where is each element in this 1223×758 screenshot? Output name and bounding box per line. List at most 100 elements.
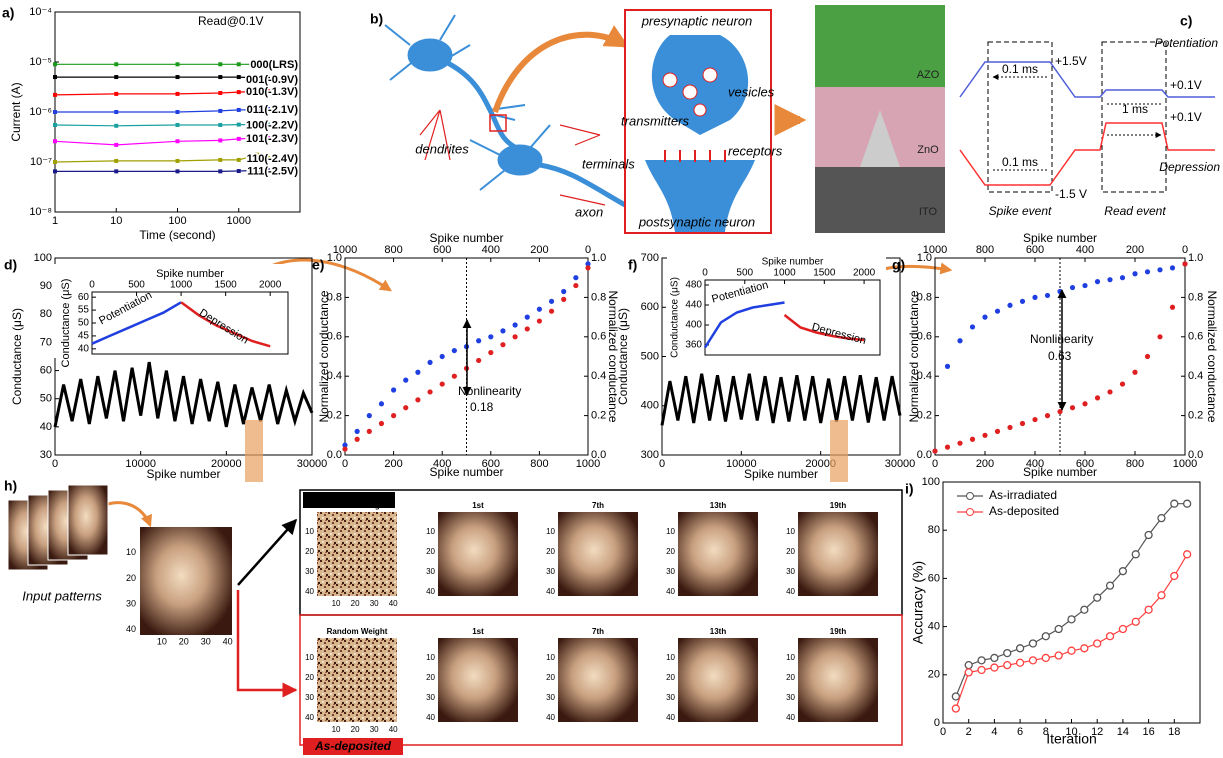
- point: [237, 62, 241, 66]
- x-tick-label: 0: [342, 458, 348, 470]
- axon-path: [430, 55, 520, 150]
- point: [237, 169, 241, 173]
- x-tick-label: 0: [659, 458, 665, 470]
- panel-label: f): [628, 257, 637, 273]
- point: [53, 123, 57, 127]
- group-label: As-deposited: [314, 739, 392, 753]
- series-line: [55, 138, 268, 145]
- y-tick-label: 10⁻⁶: [29, 106, 52, 118]
- series-line: [956, 554, 1187, 708]
- y-tick-label: 300: [641, 449, 659, 461]
- y-axis-label: Normalized conductance: [907, 290, 921, 422]
- point: [1132, 271, 1137, 276]
- y-tick-label: 400: [641, 400, 659, 412]
- point: [488, 334, 493, 339]
- legend-marker: [967, 509, 974, 516]
- point: [1068, 647, 1075, 654]
- x-tick-label: 4: [991, 726, 997, 738]
- y-axis-label: Conductance (μS): [670, 277, 681, 358]
- figure: 110100100010⁻⁸10⁻⁷10⁻⁶10⁻⁵10⁻⁴Time (seco…: [0, 0, 1223, 758]
- y-tick-label: 60: [78, 292, 90, 303]
- image-title: 1st: [472, 501, 484, 510]
- y-tick-label: 70: [40, 336, 52, 348]
- point: [1045, 413, 1050, 418]
- waveform-label: 0.1 ms: [1002, 155, 1038, 169]
- point: [176, 139, 180, 143]
- y-tick-label: 55: [78, 305, 90, 316]
- point: [391, 387, 396, 392]
- pattern-image: [558, 512, 638, 596]
- legend-marker: [967, 493, 974, 500]
- series-line: [55, 125, 268, 126]
- point: [452, 374, 457, 379]
- image-title: 13th: [710, 627, 727, 636]
- point: [1132, 370, 1137, 375]
- pattern-image: [140, 527, 232, 635]
- diagram-label: ZnO: [917, 144, 939, 156]
- point: [237, 158, 241, 162]
- y2-tick-label: 0.6: [591, 331, 606, 343]
- x-axis-label: Spike number: [762, 257, 824, 268]
- point: [965, 669, 972, 676]
- tick-label: 10: [126, 547, 136, 557]
- point: [1107, 389, 1112, 394]
- image-title: 7th: [592, 501, 604, 510]
- y-tick-label: 40: [928, 621, 940, 633]
- y-axis-label: Conductance (μS): [10, 308, 24, 405]
- image-title: 19th: [830, 627, 847, 636]
- point: [440, 381, 445, 386]
- tick-label: 10: [157, 636, 167, 646]
- point: [549, 309, 554, 314]
- tick-label: 30: [546, 693, 555, 702]
- point: [1055, 626, 1062, 633]
- group-label: As-irradiated: [311, 492, 387, 506]
- point: [53, 169, 57, 173]
- point: [982, 315, 987, 320]
- point: [237, 108, 241, 112]
- y-tick-label: 40: [40, 421, 52, 433]
- read-window: [1102, 42, 1166, 192]
- point: [53, 139, 57, 143]
- tick-label: 40: [305, 587, 314, 596]
- diagram-label: receptors: [728, 143, 783, 158]
- point: [957, 338, 962, 343]
- pattern-image: [438, 638, 518, 722]
- y-tick-label: 50: [78, 318, 90, 329]
- tick-label: 40: [546, 713, 555, 722]
- diagram-label: transmitters: [621, 113, 689, 128]
- y-tick-label: 480: [685, 280, 702, 291]
- tick-label: 20: [126, 573, 136, 583]
- y2-tick-label: 0.0: [1188, 449, 1203, 461]
- y-tick-label: 0.0: [327, 449, 342, 461]
- tick-label: 20: [351, 725, 360, 734]
- x-tick-label: 14: [1117, 726, 1129, 738]
- point: [1042, 633, 1049, 640]
- point: [525, 326, 530, 331]
- input-pattern: [68, 485, 108, 555]
- x-tick-label: 0: [940, 726, 946, 738]
- tick-label: 30: [666, 567, 675, 576]
- point: [573, 283, 578, 288]
- point: [427, 360, 432, 365]
- tick-label: 10: [305, 527, 314, 536]
- point: [114, 75, 118, 79]
- y-axis-label: Conductance (μS): [616, 308, 630, 405]
- pattern-image: [798, 512, 878, 596]
- point: [1020, 299, 1025, 304]
- tick-label: 20: [179, 636, 189, 646]
- x-tick-label: 800: [530, 458, 548, 470]
- x-tick-label: 10: [110, 215, 122, 227]
- x-tick-label: 2000: [259, 280, 282, 291]
- tick-label: 30: [370, 725, 379, 734]
- panel-label: h): [4, 478, 17, 494]
- point: [1171, 500, 1178, 507]
- image-title: 7th: [592, 627, 604, 636]
- point: [1068, 616, 1075, 623]
- waveform-label: +0.1V: [1170, 78, 1202, 92]
- tick-label: 30: [426, 693, 435, 702]
- point: [415, 397, 420, 402]
- y2-tick-label: 1.0: [1188, 252, 1203, 264]
- series-line: [55, 91, 268, 95]
- zoom-region: [245, 420, 263, 482]
- point: [995, 309, 1000, 314]
